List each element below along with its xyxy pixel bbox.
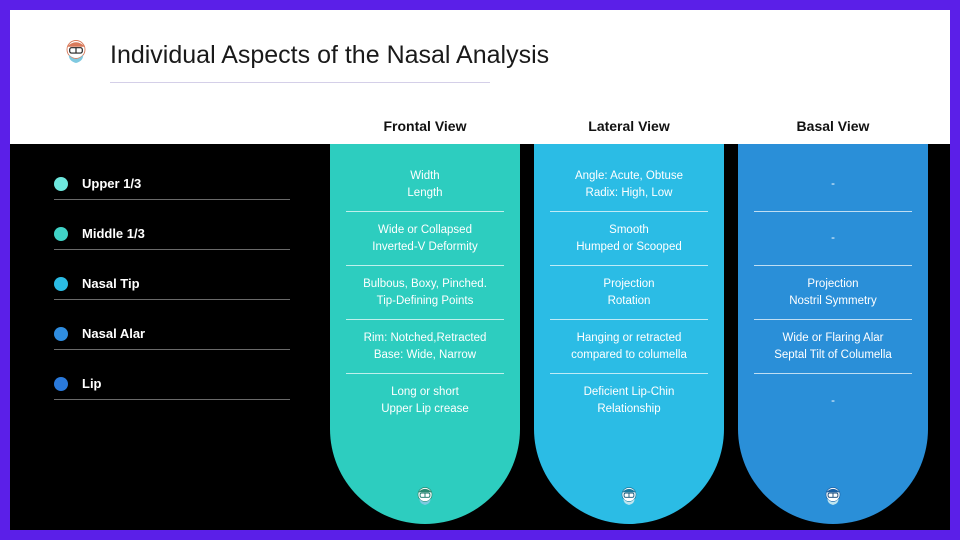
doctor-face-icon <box>58 36 94 72</box>
cell: Hanging or retractedcompared to columell… <box>550 320 708 374</box>
doctor-face-icon <box>819 484 847 512</box>
cell: Angle: Acute, ObtuseRadix: High, Low <box>550 158 708 212</box>
cell: Rim: Notched,RetractedBase: Wide, Narrow <box>346 320 504 374</box>
legend-item: Lip <box>54 368 290 400</box>
cell: - <box>754 374 912 428</box>
legend-label: Nasal Tip <box>82 276 140 291</box>
title-underline <box>110 82 490 83</box>
legend-item: Middle 1/3 <box>54 218 290 250</box>
cell: - <box>754 158 912 212</box>
bullet-icon <box>54 327 68 341</box>
column-basal: - - ProjectionNostril Symmetry Wide or F… <box>738 144 928 524</box>
legend-label: Lip <box>82 376 102 391</box>
legend-item: Upper 1/3 <box>54 168 290 200</box>
column-headers: Frontal View Lateral View Basal View <box>10 118 950 134</box>
title-row: Individual Aspects of the Nasal Analysis <box>58 38 902 72</box>
bullet-icon <box>54 227 68 241</box>
cell: Bulbous, Boxy, Pinched.Tip-Defining Poin… <box>346 266 504 320</box>
content-body: Upper 1/3 Middle 1/3 Nasal Tip Nasal Ala… <box>10 144 950 530</box>
legend-item: Nasal Alar <box>54 318 290 350</box>
bullet-icon <box>54 177 68 191</box>
legend-label: Middle 1/3 <box>82 226 145 241</box>
row-legend: Upper 1/3 Middle 1/3 Nasal Tip Nasal Ala… <box>54 168 290 418</box>
cell: - <box>754 212 912 266</box>
doctor-face-icon <box>615 484 643 512</box>
cell: Wide or Flaring AlarSeptal Tilt of Colum… <box>754 320 912 374</box>
column-frontal: WidthLength Wide or CollapsedInverted-V … <box>330 144 520 524</box>
cell: Long or shortUpper Lip crease <box>346 374 504 428</box>
column-header-lateral: Lateral View <box>534 118 724 134</box>
cell: WidthLength <box>346 158 504 212</box>
column-header-frontal: Frontal View <box>330 118 520 134</box>
cell: ProjectionRotation <box>550 266 708 320</box>
columns: WidthLength Wide or CollapsedInverted-V … <box>330 144 928 524</box>
legend-label: Nasal Alar <box>82 326 145 341</box>
column-header-basal: Basal View <box>738 118 928 134</box>
cell: SmoothHumped or Scooped <box>550 212 708 266</box>
cell: Wide or CollapsedInverted-V Deformity <box>346 212 504 266</box>
page-title: Individual Aspects of the Nasal Analysis <box>110 41 549 70</box>
cell: Deficient Lip-ChinRelationship <box>550 374 708 428</box>
bullet-icon <box>54 277 68 291</box>
doctor-face-icon <box>411 484 439 512</box>
column-lateral: Angle: Acute, ObtuseRadix: High, Low Smo… <box>534 144 724 524</box>
bullet-icon <box>54 377 68 391</box>
legend-label: Upper 1/3 <box>82 176 141 191</box>
legend-item: Nasal Tip <box>54 268 290 300</box>
header: Individual Aspects of the Nasal Analysis… <box>10 10 950 144</box>
cell: ProjectionNostril Symmetry <box>754 266 912 320</box>
